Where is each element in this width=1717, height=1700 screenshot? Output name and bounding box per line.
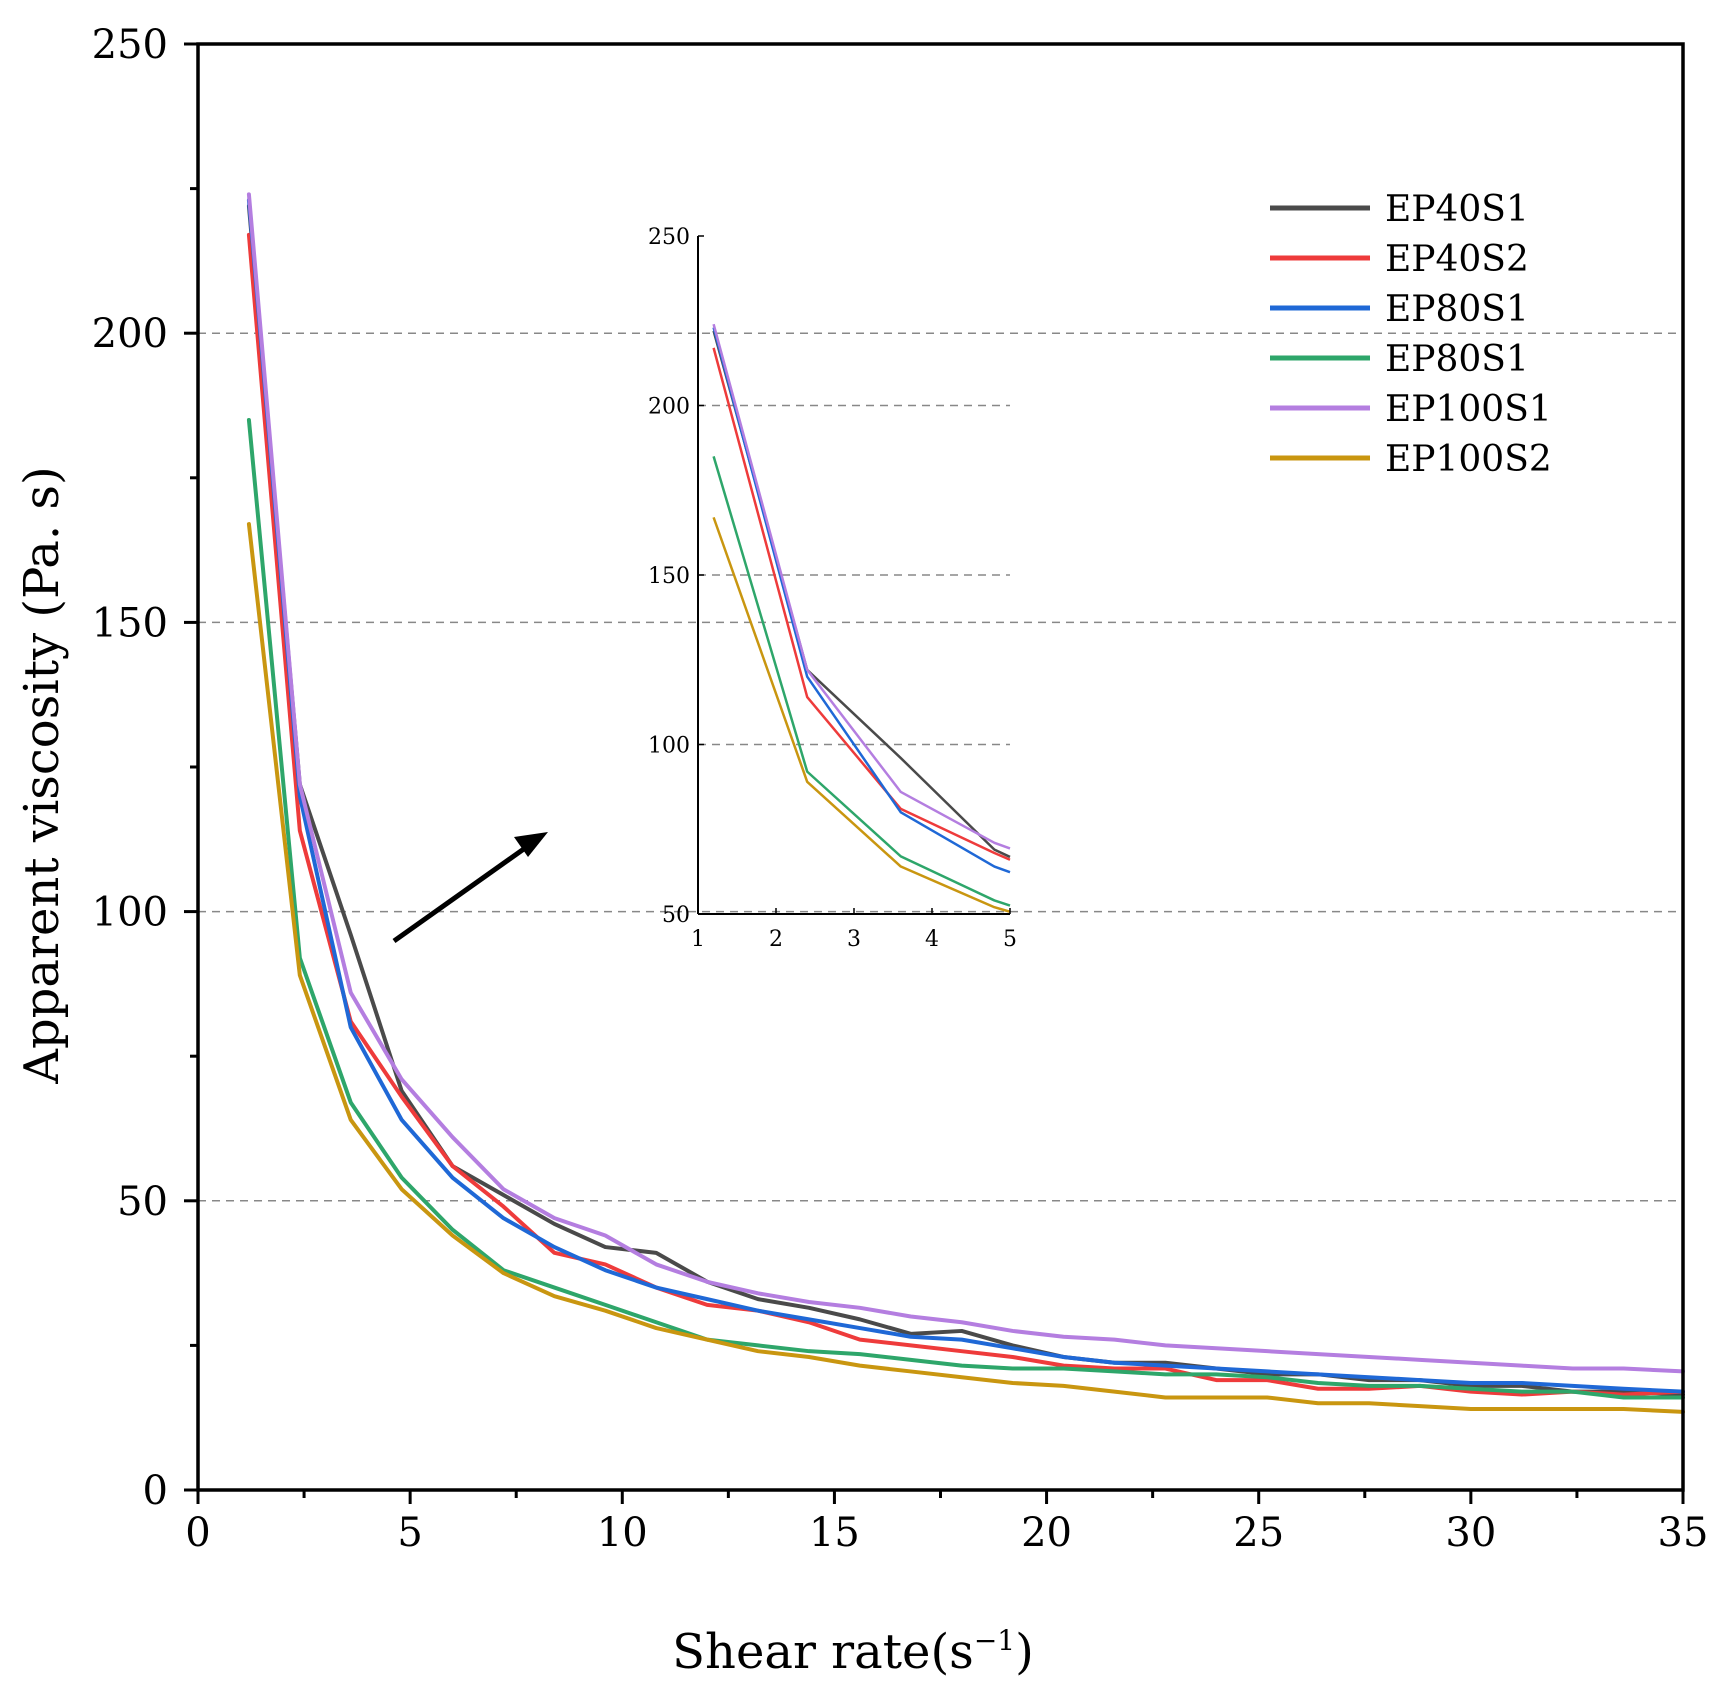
inset-y-tick-label: 50 [662, 903, 690, 928]
inset-x-tick-label: 1 [691, 927, 705, 952]
inset-series-line-2 [712, 327, 1011, 874]
x-tick-label: 10 [597, 1510, 648, 1556]
x-tick-label: 5 [397, 1510, 422, 1556]
inset-x-tick-label: 3 [847, 927, 861, 952]
legend: EP40S1 EP40S2 EP80S1 EP80S1 EP100S1 EP100S2 [1270, 189, 1552, 480]
arrow-shaft [392, 843, 530, 944]
y-tick-label: 100 [92, 890, 168, 936]
legend-label-0: EP40S1 [1385, 189, 1529, 230]
inset-series-line-5 [712, 516, 1011, 913]
y-tick-label: 50 [117, 1179, 168, 1225]
y-tick-label: 250 [92, 22, 168, 68]
legend-label-1: EP40S2 [1385, 239, 1529, 280]
x-axis-title: Shear rate(s−1) [672, 1624, 1034, 1680]
legend-label-4: EP100S1 [1385, 389, 1552, 430]
inset-gridlines [698, 404, 1010, 746]
inset-chart: 1 2 3 4 5 50 100 150 200 250 [648, 225, 1017, 952]
y-tick-label: 150 [92, 600, 168, 646]
series-line-0 [246, 203, 1685, 1397]
inset-ticks: 1 2 3 4 5 50 100 150 200 250 [648, 225, 1017, 952]
inset-series-line-0 [712, 330, 1011, 859]
legend-label-2: EP80S1 [1385, 289, 1529, 330]
x-tick-label: 35 [1658, 1510, 1709, 1556]
x-tick-label: 0 [185, 1510, 210, 1556]
main-gridlines [198, 332, 1683, 1202]
y-tick-label: 0 [143, 1468, 168, 1514]
x-axis-unit-open: ( [930, 1624, 949, 1680]
inset-series-line-3 [712, 455, 1011, 907]
x-tick-label: 25 [1233, 1510, 1284, 1556]
inset-y-tick-label: 200 [648, 395, 690, 420]
x-axis-unit-close: ) [1015, 1624, 1034, 1680]
inset-series-line-4 [712, 323, 1011, 850]
inset-series-line-1 [712, 347, 1011, 861]
inset-y-tick-label: 250 [648, 225, 690, 250]
x-axis-unit-exp: −1 [974, 1624, 1015, 1657]
main-series-group [246, 192, 1685, 1414]
x-axis-title-text: Shear rate [672, 1624, 930, 1680]
x-tick-label: 30 [1445, 1510, 1496, 1556]
legend-label-5: EP100S2 [1385, 439, 1552, 480]
series-line-2 [246, 198, 1685, 1394]
series-line-3 [246, 417, 1685, 1400]
series-line-4 [246, 192, 1685, 1374]
x-axis-unit-base: s [949, 1624, 974, 1680]
x-tick-label: 15 [809, 1510, 860, 1556]
inset-x-tick-label: 4 [925, 927, 939, 952]
inset-pointer-arrow [392, 832, 548, 944]
arrow-head [514, 832, 548, 857]
inset-series-group [712, 323, 1011, 913]
series-line-5 [246, 522, 1685, 1414]
inset-y-tick-label: 150 [648, 564, 690, 589]
inset-x-tick-label: 2 [769, 927, 783, 952]
y-axis-title: Apparent viscosity (Pa. s) [14, 466, 70, 1084]
x-tick-label: 20 [1021, 1510, 1072, 1556]
y-tick-label: 200 [92, 311, 168, 357]
legend-label-3: EP80S1 [1385, 339, 1529, 380]
inset-x-tick-label: 5 [1003, 927, 1017, 952]
inset-y-tick-label: 100 [648, 734, 690, 759]
